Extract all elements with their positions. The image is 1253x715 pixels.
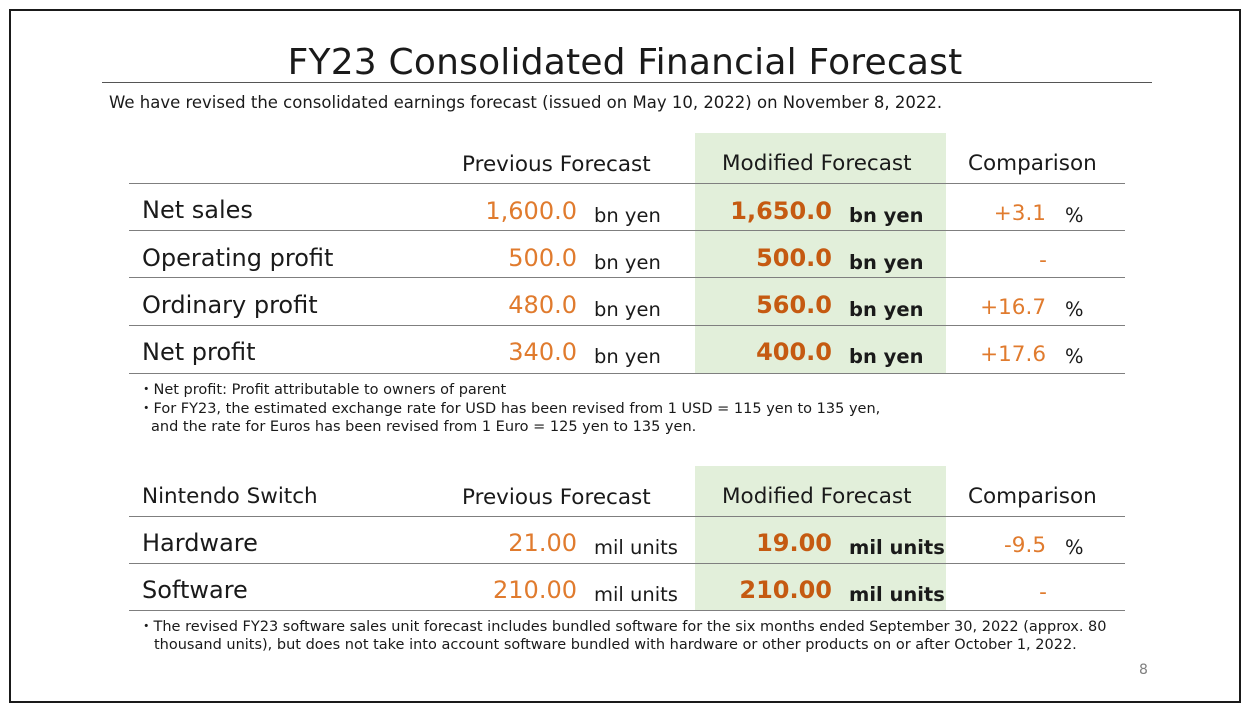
header-previous-forecast: Previous Forecast — [462, 152, 651, 177]
slide-title: FY23 Consolidated Financial Forecast — [287, 42, 963, 83]
table-rule — [129, 373, 1125, 374]
footnote: ・Net profit: Profit attributable to owne… — [139, 382, 507, 398]
modified-unit: bn yen — [849, 298, 924, 321]
table-rule — [129, 277, 1125, 278]
header-comparison: Comparison — [968, 484, 1097, 509]
footnote: thousand units), but does not take into … — [154, 637, 1077, 653]
modified-forecast-highlight — [695, 133, 946, 374]
title-divider — [102, 82, 1152, 83]
header-modified-forecast: Modified Forecast — [722, 484, 912, 509]
previous-value: 21.00 — [508, 529, 577, 557]
row-label: Software — [142, 576, 248, 604]
row-label: Hardware — [142, 529, 258, 557]
row-label: Operating profit — [142, 244, 334, 272]
comparison-unit: % — [1065, 536, 1084, 559]
modified-value: 400.0 — [756, 338, 832, 366]
table-rule — [129, 563, 1125, 564]
modified-value: 210.00 — [739, 576, 832, 604]
comparison-value: +17.6 — [980, 342, 1046, 367]
footnote: ・The revised FY23 software sales unit fo… — [139, 619, 1107, 635]
table-rule — [129, 183, 1125, 184]
modified-unit: bn yen — [849, 251, 924, 274]
previous-value: 480.0 — [508, 291, 577, 319]
header-previous-forecast: Previous Forecast — [462, 485, 651, 510]
footnote: and the rate for Euros has been revised … — [151, 419, 697, 435]
modified-value: 1,650.0 — [730, 197, 832, 225]
modified-unit: bn yen — [849, 345, 924, 368]
header-modified-forecast: Modified Forecast — [722, 151, 912, 176]
comparison-unit: % — [1065, 204, 1084, 227]
modified-value: 19.00 — [756, 529, 832, 557]
modified-value: 500.0 — [756, 244, 832, 272]
modified-unit: bn yen — [849, 204, 924, 227]
previous-value: 500.0 — [508, 244, 577, 272]
comparison-unit: % — [1065, 298, 1084, 321]
comparison-value: +3.1 — [993, 201, 1046, 226]
previous-unit: bn yen — [594, 251, 661, 274]
table-rule — [129, 610, 1125, 611]
row-label: Ordinary profit — [142, 291, 318, 319]
modified-unit: mil units — [849, 583, 945, 606]
page-number: 8 — [1139, 662, 1148, 678]
subtitle: We have revised the consolidated earning… — [109, 93, 943, 112]
comparison-value: - — [1039, 248, 1047, 273]
row-label: Net profit — [142, 338, 256, 366]
previous-unit: bn yen — [594, 298, 661, 321]
row-label: Net sales — [142, 196, 253, 224]
previous-unit: bn yen — [594, 345, 661, 368]
previous-value: 1,600.0 — [485, 197, 577, 225]
footnote: ・For FY23, the estimated exchange rate f… — [139, 401, 881, 417]
comparison-unit: % — [1065, 345, 1084, 368]
header-comparison: Comparison — [968, 151, 1097, 176]
table-rule — [129, 325, 1125, 326]
header-nintendo-switch: Nintendo Switch — [142, 484, 318, 509]
previous-unit: mil units — [594, 536, 678, 559]
previous-unit: mil units — [594, 583, 678, 606]
comparison-value: +16.7 — [980, 295, 1046, 320]
modified-forecast-highlight — [695, 466, 946, 610]
previous-unit: bn yen — [594, 204, 661, 227]
table-rule — [129, 516, 1125, 517]
slide: FY23 Consolidated Financial Forecast We … — [9, 9, 1241, 703]
modified-value: 560.0 — [756, 291, 832, 319]
comparison-value: -9.5 — [1004, 533, 1046, 558]
previous-value: 210.00 — [493, 576, 577, 604]
previous-value: 340.0 — [508, 338, 577, 366]
modified-unit: mil units — [849, 536, 945, 559]
comparison-value: - — [1039, 580, 1047, 605]
table-rule — [129, 230, 1125, 231]
